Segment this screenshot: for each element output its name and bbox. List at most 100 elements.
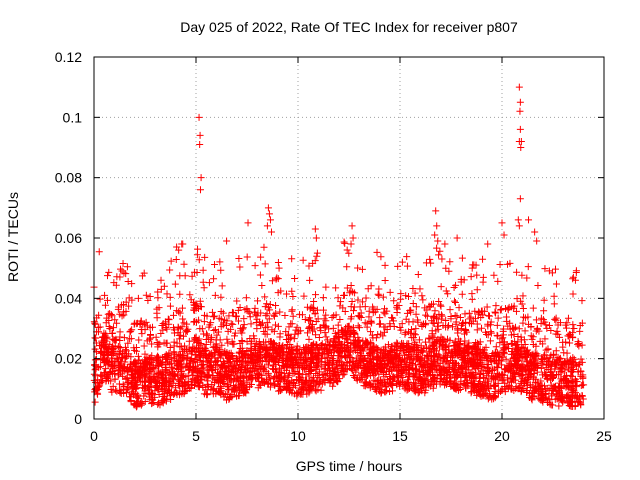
data-point	[176, 290, 184, 298]
data-point	[264, 380, 272, 388]
data-point	[314, 344, 322, 352]
data-point	[575, 393, 583, 401]
data-point	[414, 270, 422, 278]
data-point	[259, 364, 267, 372]
data-point	[235, 254, 243, 262]
data-point	[180, 381, 188, 389]
data-point	[118, 366, 126, 374]
data-point	[422, 311, 430, 319]
data-point	[243, 253, 251, 261]
data-point	[95, 248, 103, 256]
data-point	[526, 358, 534, 366]
data-point	[195, 256, 203, 264]
data-point	[539, 361, 547, 369]
data-point	[488, 375, 496, 383]
data-point	[115, 387, 123, 395]
data-point	[421, 389, 429, 397]
data-point	[152, 333, 160, 341]
data-point	[349, 307, 357, 315]
data-point	[458, 254, 466, 262]
data-point	[522, 351, 530, 359]
data-point	[566, 402, 574, 410]
data-point	[170, 370, 178, 378]
data-point	[182, 328, 190, 336]
data-point	[181, 272, 189, 280]
data-point	[442, 341, 450, 349]
data-point	[372, 387, 380, 395]
data-point	[354, 296, 362, 304]
data-point	[187, 378, 195, 386]
data-point	[153, 338, 161, 346]
data-point	[252, 311, 260, 319]
data-point	[345, 322, 353, 330]
data-point	[358, 265, 366, 273]
data-point	[301, 378, 309, 386]
data-point	[165, 320, 173, 328]
data-point	[429, 314, 437, 322]
data-point	[450, 368, 458, 376]
data-point	[431, 353, 439, 361]
data-point	[347, 240, 355, 248]
data-point	[108, 363, 116, 371]
data-point	[494, 373, 502, 381]
data-point	[285, 323, 293, 331]
data-point	[462, 373, 470, 381]
data-point	[275, 369, 283, 377]
data-point	[461, 372, 469, 380]
data-point	[373, 352, 381, 360]
data-point	[479, 374, 487, 382]
data-point	[184, 350, 192, 358]
y-tick-label: 0.1	[63, 109, 83, 125]
data-point	[174, 371, 182, 379]
data-point	[108, 312, 116, 320]
data-point	[137, 399, 145, 407]
data-point	[487, 328, 495, 336]
data-point	[526, 358, 534, 366]
data-point	[149, 323, 157, 331]
data-point	[362, 294, 370, 302]
data-point	[470, 356, 478, 364]
data-point	[256, 271, 264, 279]
data-point	[246, 383, 254, 391]
data-point	[227, 376, 235, 384]
data-point	[530, 392, 538, 400]
data-point	[382, 347, 390, 355]
data-point	[377, 389, 385, 397]
data-point	[562, 338, 570, 346]
data-point	[202, 335, 210, 343]
data-point	[483, 330, 491, 338]
data-point	[394, 262, 402, 270]
data-point	[578, 392, 586, 400]
data-point	[301, 316, 309, 324]
y-tick-label: 0.04	[55, 290, 82, 306]
data-point	[579, 371, 587, 379]
data-point	[120, 334, 128, 342]
data-point	[262, 375, 270, 383]
data-point	[133, 398, 141, 406]
data-point	[532, 362, 540, 370]
data-point	[113, 273, 121, 281]
data-point	[312, 234, 320, 242]
data-point	[278, 385, 286, 393]
y-axis-label: ROTI / TECUs	[5, 192, 21, 282]
data-point	[297, 359, 305, 367]
data-point	[261, 260, 269, 268]
data-point	[282, 384, 290, 392]
data-point	[137, 317, 145, 325]
data-point	[515, 345, 523, 353]
data-point	[135, 356, 143, 364]
data-point	[473, 362, 481, 370]
data-point	[122, 375, 130, 383]
data-point	[425, 334, 433, 342]
data-point	[428, 339, 436, 347]
data-point	[150, 373, 158, 381]
x-tick-label: 25	[596, 428, 612, 444]
data-point	[261, 303, 269, 311]
data-point	[270, 312, 278, 320]
data-point	[362, 339, 370, 347]
data-point	[263, 222, 271, 230]
data-point	[381, 310, 389, 318]
data-point	[299, 370, 307, 378]
data-point	[142, 291, 150, 299]
data-point	[406, 329, 414, 337]
